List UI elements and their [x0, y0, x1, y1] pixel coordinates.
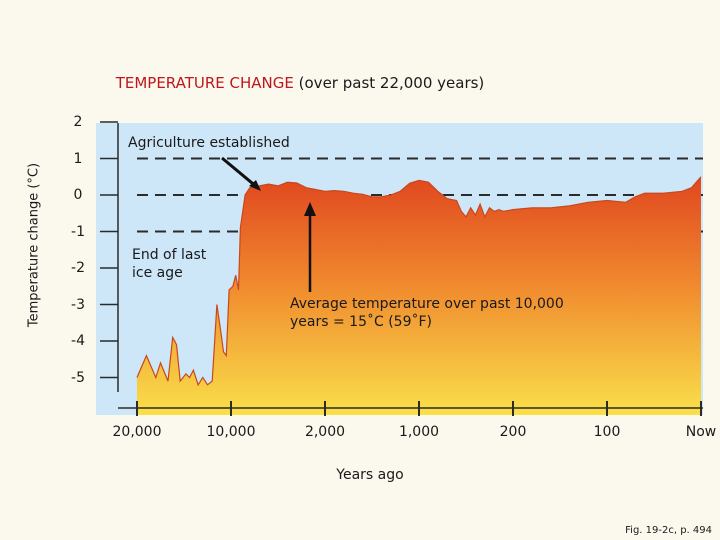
annotation-average-temp: Average temperature over past 10,000 yea… — [290, 295, 564, 331]
annotation-agriculture: Agriculture established — [128, 135, 290, 151]
chart-title: TEMPERATURE CHANGE (over past 22,000 yea… — [0, 74, 600, 92]
x-axis-label: Years ago — [336, 467, 404, 483]
x-tick-label: 2,000 — [304, 424, 346, 440]
temperature-outline — [136, 176, 702, 387]
x-tick-label: 20,000 — [112, 424, 162, 440]
annotation-ice-age-line1: End of last — [132, 247, 207, 263]
temperature-area — [137, 176, 701, 415]
y-tick-label: -1 — [71, 223, 85, 240]
x-tick-label: 1,000 — [398, 424, 440, 440]
y-axis-label: Temperature change (°C) — [26, 162, 42, 328]
y-tick-label: 2 — [73, 114, 83, 130]
x-tick-label: 200 — [499, 424, 527, 440]
y-tick-label: -4 — [71, 333, 85, 349]
x-tick-label: 10,000 — [206, 424, 256, 440]
annotation-ice-age: End of last ice age — [132, 246, 206, 282]
x-tick-label: 100 — [593, 424, 621, 440]
agriculture-arrowhead — [249, 180, 261, 191]
y-tick-label: -2 — [71, 260, 85, 276]
y-tick-label: -5 — [71, 369, 85, 386]
y-tick-label: 1 — [73, 150, 83, 167]
y-tick-label: -3 — [71, 296, 85, 313]
figure-caption: Fig. 19-2c, p. 494 — [625, 525, 712, 536]
y-tick-label: 0 — [73, 187, 83, 203]
x-tick-label: Now — [685, 424, 717, 440]
chart-title-main: TEMPERATURE CHANGE — [115, 74, 294, 92]
annotation-ice-age-line2: ice age — [132, 265, 183, 281]
agriculture-arrow — [221, 156, 259, 190]
chart-title-sub: (over past 22,000 years) — [298, 74, 485, 92]
annotation-average-line2: years = 15˚C (59˚F) — [290, 314, 432, 330]
annotation-average-line1: Average temperature over past 10,000 — [290, 296, 564, 312]
average-temp-arrowhead — [304, 202, 316, 216]
